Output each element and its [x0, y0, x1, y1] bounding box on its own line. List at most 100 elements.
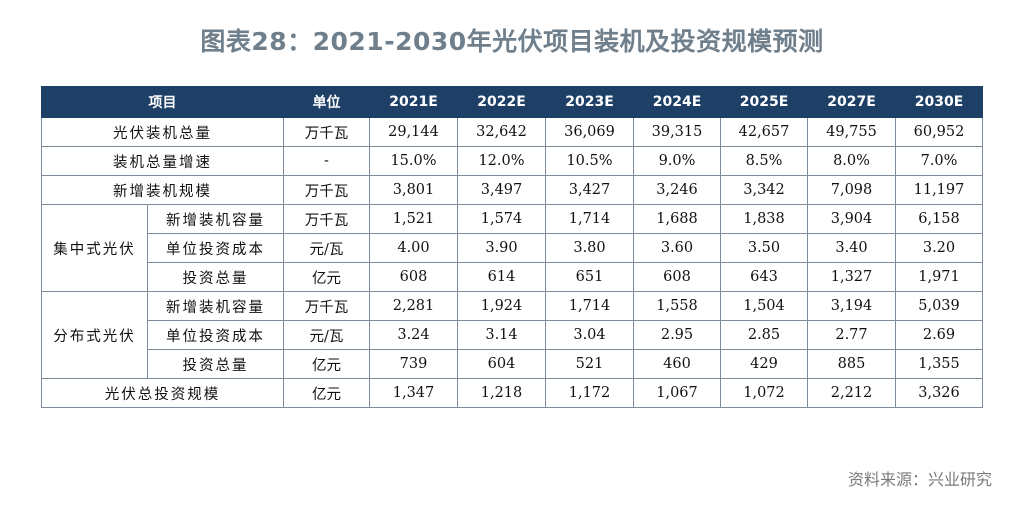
cell-value: 1,327	[807, 262, 896, 292]
cell-value: 3,497	[457, 175, 546, 205]
header-row: 项目 单位 2021E 2022E 2023E 2024E 2025E 2027…	[41, 86, 983, 118]
cell-value: 739	[369, 349, 458, 379]
cell-value: 643	[720, 262, 808, 292]
cell-value: 10.5%	[545, 146, 634, 176]
table-row: 投资总量 亿元 608 614 651 608 643 1,327 1,971	[42, 262, 983, 292]
table-row: 装机总量增速 - 15.0% 12.0% 10.5% 9.0% 8.5% 8.0…	[41, 146, 983, 176]
cell-value: 1,218	[457, 378, 546, 408]
cell-value: 60,952	[895, 117, 983, 147]
table-row: 光伏装机总量 万千瓦 29,144 32,642 36,069 39,315 4…	[41, 117, 983, 147]
source-note: 资料来源：兴业研究	[847, 470, 992, 489]
row-unit: 万千瓦	[283, 175, 370, 205]
row-label: 新增装机规模	[41, 175, 284, 205]
cell-value: 39,315	[633, 117, 721, 147]
cell-value: 3,904	[807, 204, 896, 234]
row-label: 投资总量	[147, 262, 284, 292]
row-label: 投资总量	[147, 349, 284, 379]
cell-value: 1,924	[457, 291, 546, 321]
cell-value: 49,755	[807, 117, 896, 147]
cell-value: 11,197	[895, 175, 983, 205]
table-row: 集中式光伏 新增装机容量 万千瓦 1,521 1,574 1,714 1,688…	[41, 204, 983, 292]
cell-value: 1,714	[545, 204, 634, 234]
header-unit: 单位	[283, 86, 370, 118]
cell-value: 1,838	[720, 204, 808, 234]
cell-value: 608	[369, 262, 458, 292]
cell-value: 3,801	[369, 175, 458, 205]
row-label: 单位投资成本	[147, 233, 284, 263]
cell-value: 2.85	[720, 320, 808, 350]
cell-value: 8.5%	[720, 146, 808, 176]
cell-value: 1,971	[895, 262, 983, 292]
cell-value: 521	[545, 349, 634, 379]
header-year: 2025E	[720, 86, 808, 118]
cell-value: 36,069	[545, 117, 634, 147]
cell-value: 3.24	[369, 320, 458, 350]
table-row: 分布式光伏 新增装机容量 万千瓦 2,281 1,924 1,714 1,558…	[41, 291, 983, 379]
cell-value: 6,158	[895, 204, 983, 234]
header-year: 2030E	[895, 86, 983, 118]
cell-value: 1,558	[633, 291, 721, 321]
cell-value: 2.77	[807, 320, 896, 350]
cell-value: 2,281	[369, 291, 458, 321]
cell-value: 460	[633, 349, 721, 379]
row-unit: 元/瓦	[283, 320, 370, 350]
cell-value: 885	[807, 349, 896, 379]
row-unit: 万千瓦	[283, 204, 370, 234]
row-unit: 亿元	[283, 262, 370, 292]
header-year: 2024E	[633, 86, 721, 118]
cell-value: 614	[457, 262, 546, 292]
cell-value: 4.00	[369, 233, 458, 263]
cell-value: 3.40	[807, 233, 896, 263]
cell-value: 3.20	[895, 233, 983, 263]
cell-value: 1,714	[545, 291, 634, 321]
figure-title: 图表28：2021-2030年光伏项目装机及投资规模预测	[200, 27, 824, 56]
cell-value: 608	[633, 262, 721, 292]
cell-value: 2.69	[895, 320, 983, 350]
cell-value: 3.80	[545, 233, 634, 263]
cell-value: 2,212	[807, 378, 896, 408]
row-label: 新增装机容量	[147, 204, 284, 234]
cell-value: 429	[720, 349, 808, 379]
cell-value: 7.0%	[895, 146, 983, 176]
cell-value: 1,347	[369, 378, 458, 408]
group-label-distributed: 分布式光伏	[41, 291, 148, 379]
cell-value: 1,355	[895, 349, 983, 379]
cell-value: 32,642	[457, 117, 546, 147]
row-label: 装机总量增速	[41, 146, 284, 176]
cell-value: 12.0%	[457, 146, 546, 176]
cell-value: 1,067	[633, 378, 721, 408]
row-label: 新增装机容量	[147, 291, 284, 321]
cell-value: 29,144	[369, 117, 458, 147]
cell-value: 3.04	[545, 320, 634, 350]
row-unit: 亿元	[283, 349, 370, 379]
cell-value: 3,427	[545, 175, 634, 205]
row-unit: 万千瓦	[283, 291, 370, 321]
cell-value: 1,072	[720, 378, 808, 408]
header-year: 2021E	[369, 86, 458, 118]
header-year: 2022E	[457, 86, 546, 118]
group-label-centralized: 集中式光伏	[41, 204, 148, 292]
cell-value: 3.90	[457, 233, 546, 263]
table-row: 投资总量 亿元 739 604 521 460 429 885 1,355	[42, 349, 983, 379]
cell-value: 7,098	[807, 175, 896, 205]
row-unit: -	[283, 146, 370, 176]
table-row-total: 光伏总投资规模 亿元 1,347 1,218 1,172 1,067 1,072…	[41, 378, 983, 408]
header-year: 2027E	[807, 86, 896, 118]
row-label: 光伏总投资规模	[41, 378, 284, 408]
cell-value: 5,039	[895, 291, 983, 321]
table-row: 新增装机规模 万千瓦 3,801 3,497 3,427 3,246 3,342…	[41, 175, 983, 205]
header-year: 2023E	[545, 86, 634, 118]
cell-value: 1,172	[545, 378, 634, 408]
cell-value: 3,246	[633, 175, 721, 205]
cell-value: 9.0%	[633, 146, 721, 176]
cell-value: 3,342	[720, 175, 808, 205]
cell-value: 604	[457, 349, 546, 379]
cell-value: 1,688	[633, 204, 721, 234]
row-unit: 亿元	[283, 378, 370, 408]
cell-value: 3,326	[895, 378, 983, 408]
cell-value: 15.0%	[369, 146, 458, 176]
cell-value: 3.50	[720, 233, 808, 263]
row-label: 单位投资成本	[147, 320, 284, 350]
cell-value: 1,574	[457, 204, 546, 234]
cell-value: 1,504	[720, 291, 808, 321]
